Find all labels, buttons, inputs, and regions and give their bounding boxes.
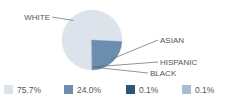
chart: WHITE ASIAN HISPANIC BLACK 75.7% 24.0% 0.1% 0.1… xyxy=(0,0,240,100)
leader-line xyxy=(111,40,158,59)
slice xyxy=(92,40,93,70)
slice-label: WHITE xyxy=(24,13,50,22)
slice xyxy=(62,10,122,70)
legend-label: 24.0% xyxy=(77,85,102,95)
legend-label: 0.1% xyxy=(195,85,215,95)
leader-line xyxy=(92,62,158,67)
pie xyxy=(62,10,122,70)
leader-line xyxy=(52,17,73,20)
legend-swatch xyxy=(64,85,73,94)
slice-label: BLACK xyxy=(150,69,177,78)
legend-swatch xyxy=(126,85,135,94)
slice xyxy=(92,40,93,70)
slice-label: HISPANIC xyxy=(160,58,197,67)
legend-label: 0.1% xyxy=(139,85,159,95)
leader-line xyxy=(92,67,148,73)
slice xyxy=(92,40,122,70)
legend-label: 75.7% xyxy=(17,85,42,95)
slice-label: ASIAN xyxy=(160,36,184,45)
legend-swatch xyxy=(182,85,191,94)
legend-swatch xyxy=(4,85,13,94)
legend: 75.7% 24.0% 0.1% 0.1% xyxy=(4,85,215,95)
labels: WHITE ASIAN HISPANIC BLACK xyxy=(24,13,197,78)
